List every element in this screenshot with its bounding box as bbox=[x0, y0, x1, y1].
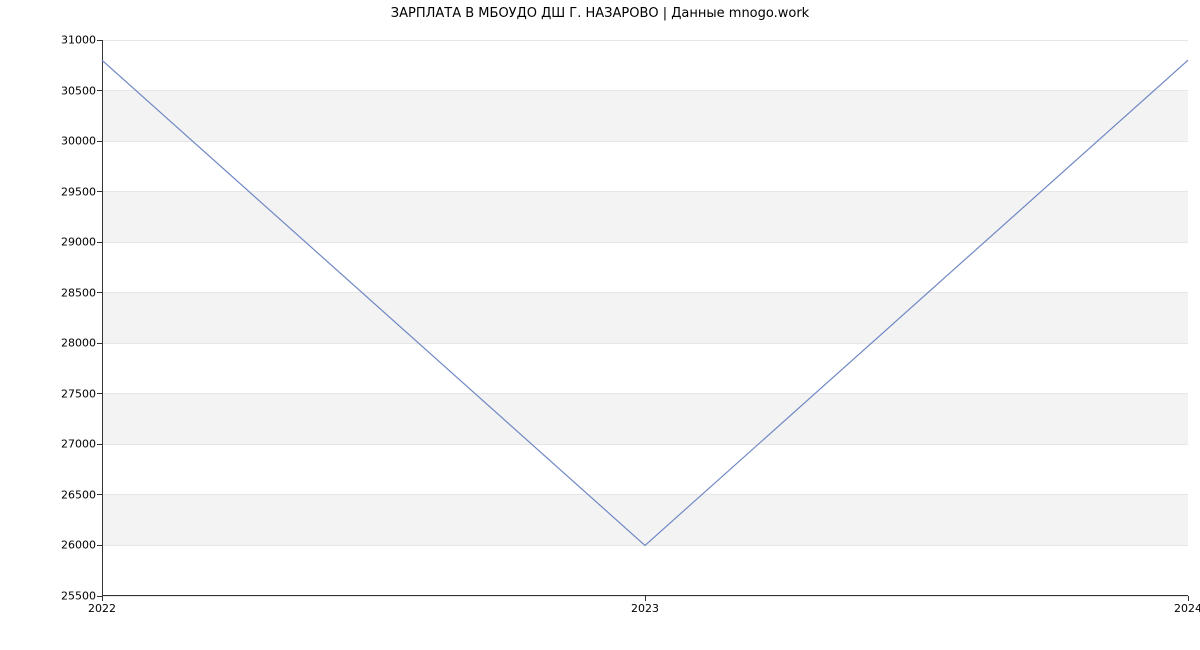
series-line bbox=[102, 60, 1188, 545]
x-tick-label: 2022 bbox=[88, 596, 116, 615]
y-tick-label: 31000 bbox=[61, 34, 102, 47]
y-tick-label: 29000 bbox=[61, 236, 102, 249]
y-tick-label: 27500 bbox=[61, 387, 102, 400]
y-tick-label: 28500 bbox=[61, 286, 102, 299]
y-tick-label: 30000 bbox=[61, 135, 102, 148]
y-tick-label: 27000 bbox=[61, 438, 102, 451]
chart-container: ЗАРПЛАТА В МБОУДО ДШ Г. НАЗАРОВО | Данны… bbox=[0, 0, 1200, 650]
x-tick-label: 2024 bbox=[1174, 596, 1200, 615]
y-tick-label: 28000 bbox=[61, 337, 102, 350]
y-tick-label: 26500 bbox=[61, 488, 102, 501]
y-tick-label: 30500 bbox=[61, 84, 102, 97]
data-line-svg bbox=[102, 40, 1188, 596]
plot-area: 2550026000265002700027500280002850029000… bbox=[102, 40, 1188, 596]
x-tick-label: 2023 bbox=[631, 596, 659, 615]
chart-title: ЗАРПЛАТА В МБОУДО ДШ Г. НАЗАРОВО | Данны… bbox=[0, 6, 1200, 21]
y-tick-label: 26000 bbox=[61, 539, 102, 552]
y-tick-label: 29500 bbox=[61, 185, 102, 198]
